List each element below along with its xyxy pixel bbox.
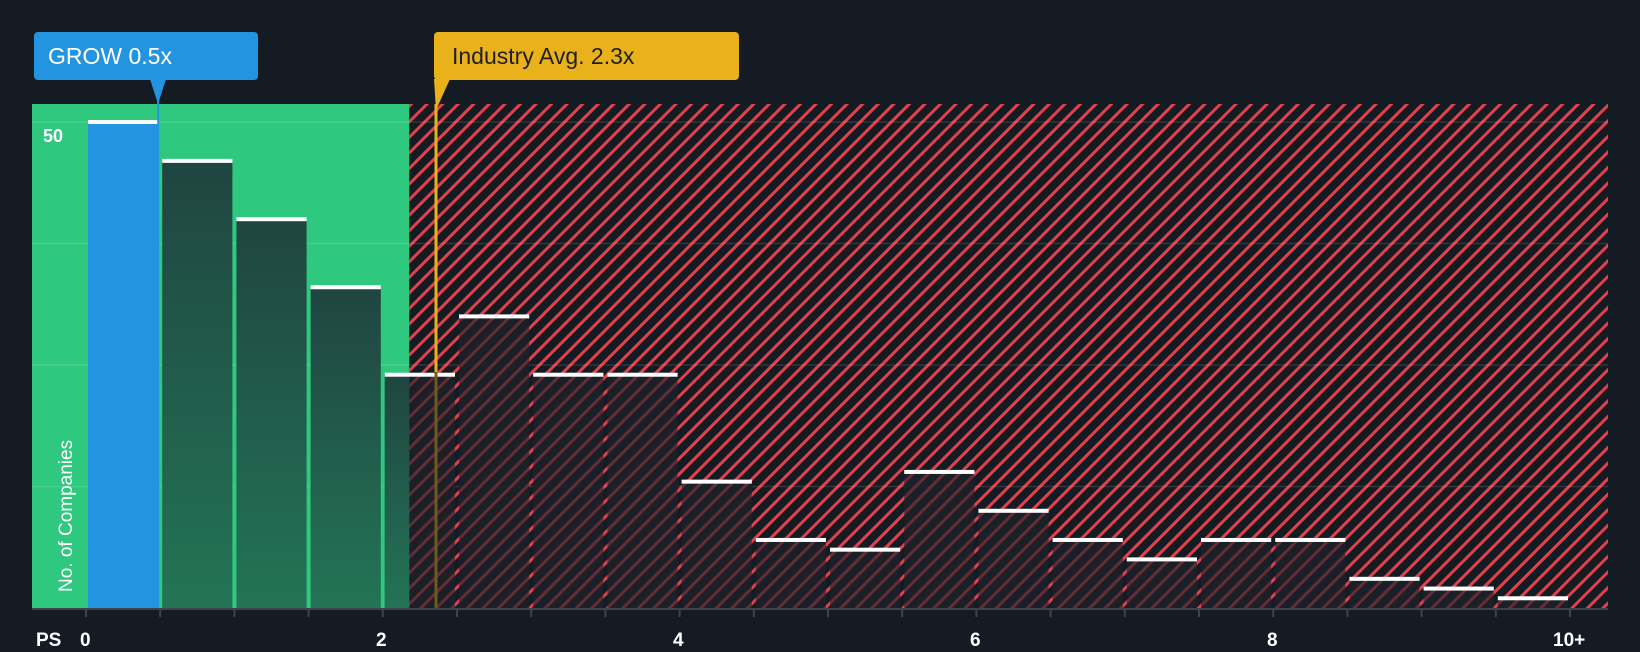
histogram-bar <box>904 471 975 608</box>
bar-cap <box>459 314 530 319</box>
x-tick-0: 0 <box>80 630 91 651</box>
histogram-bar <box>1126 559 1197 608</box>
x-tick-4: 4 <box>673 630 684 651</box>
y-tick-50: 50 <box>43 126 64 146</box>
histogram-bar <box>1349 578 1420 608</box>
bar-cap <box>978 508 1049 513</box>
value-markers <box>157 100 438 608</box>
industry-avg-label: Industry Avg. 2.3x <box>452 43 635 69</box>
x-tick-2: 2 <box>376 630 387 651</box>
bar-cap <box>1126 557 1197 562</box>
callout-pointers <box>150 79 450 110</box>
bar-cap <box>1201 537 1272 542</box>
histogram-bar <box>459 316 530 608</box>
histogram-bar-green-part <box>384 374 410 608</box>
bar-cap <box>236 217 307 222</box>
bar-cap <box>607 372 678 377</box>
histogram-bar <box>755 539 826 608</box>
bar-cap <box>88 120 159 124</box>
company-ps-label: GROW 0.5x <box>48 43 172 69</box>
histogram-bar <box>1201 539 1272 608</box>
histogram-bar <box>310 287 381 608</box>
x-tick-8: 8 <box>1267 630 1278 651</box>
x-axis <box>32 608 1608 617</box>
industry-avg-callout: Industry Avg. 2.3x <box>434 32 739 80</box>
bar-cap <box>533 372 604 377</box>
histogram-bar <box>162 160 233 608</box>
bar-cap <box>904 469 975 474</box>
histogram-bar <box>533 374 604 608</box>
histogram-bar <box>830 549 901 608</box>
company-ps-callout: GROW 0.5x <box>34 32 258 80</box>
histogram-bars <box>88 120 1568 608</box>
bar-cap <box>1349 576 1420 581</box>
histogram-bar <box>88 122 159 608</box>
bar-cap <box>755 537 826 542</box>
bar-cap <box>830 547 901 552</box>
histogram-bar <box>1423 588 1494 608</box>
bar-cap <box>1497 596 1568 601</box>
histogram-bar <box>607 374 678 608</box>
histogram-bar <box>978 510 1049 608</box>
company-callout-pointer <box>150 79 166 104</box>
bar-cap <box>1423 586 1494 591</box>
bar-cap <box>1275 537 1346 542</box>
x-tick-10-plus: 10+ <box>1553 630 1586 651</box>
histogram-bar <box>681 481 752 608</box>
histogram-bar <box>1275 539 1346 608</box>
bar-cap <box>310 285 381 290</box>
bar-cap <box>384 372 455 377</box>
industry-callout-pointer <box>434 79 450 110</box>
histogram-bar <box>1497 598 1568 608</box>
bar-cap <box>162 158 233 163</box>
histogram-bar <box>236 219 307 608</box>
x-tick-6: 6 <box>970 630 981 651</box>
y-axis-label: No. of Companies <box>56 439 77 592</box>
x-axis-label: PS <box>36 630 62 651</box>
bar-cap <box>1052 537 1123 542</box>
histogram-bar <box>1052 539 1123 608</box>
bar-cap <box>681 479 752 484</box>
